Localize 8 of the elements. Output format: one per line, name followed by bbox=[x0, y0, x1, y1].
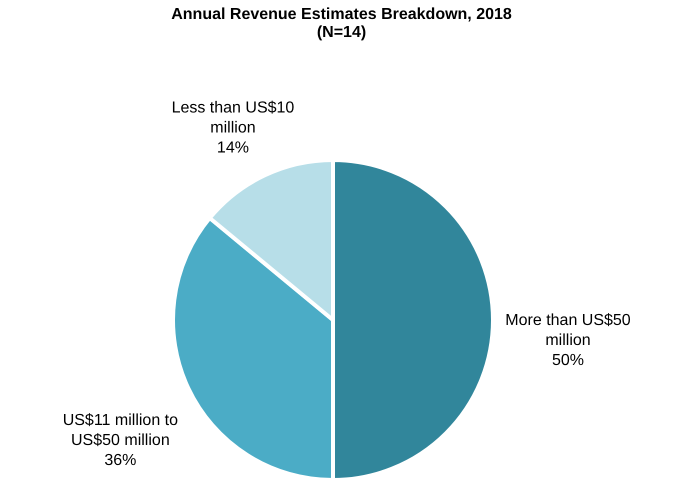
slice-label: Less than US$10 million bbox=[172, 99, 294, 136]
chart-title: Annual Revenue Estimates Breakdown, 2018 bbox=[171, 6, 512, 23]
data-label: 14% bbox=[216, 139, 249, 156]
slice-label: More than US$50 million bbox=[505, 312, 631, 349]
data-label: 50% bbox=[552, 352, 584, 369]
slice-label: US$11 million to US$50 million bbox=[62, 412, 178, 450]
data-label: 36% bbox=[104, 452, 136, 470]
chart-subtitle: (N=14) bbox=[316, 24, 366, 41]
